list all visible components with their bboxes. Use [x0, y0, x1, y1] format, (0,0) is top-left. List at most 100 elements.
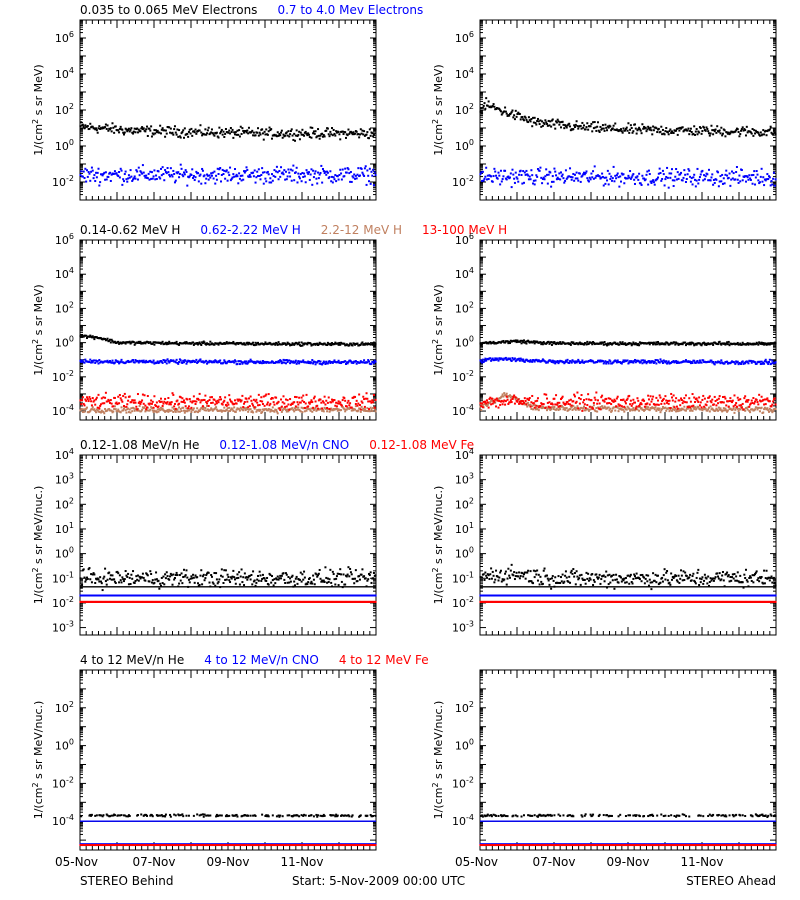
data-point [182, 175, 185, 178]
data-point [599, 341, 602, 344]
data-point [177, 362, 180, 365]
data-point [733, 361, 736, 364]
data-point [171, 406, 174, 409]
data-point [625, 408, 628, 411]
data-point [264, 133, 267, 136]
data-point [140, 410, 143, 413]
data-point [100, 397, 103, 400]
data-point [105, 127, 108, 130]
data-point [336, 175, 339, 178]
data-point [587, 342, 590, 345]
data-point [362, 361, 365, 364]
data-point [634, 127, 637, 130]
data-point [269, 402, 272, 405]
data-point [284, 408, 287, 411]
data-point [85, 396, 88, 399]
data-point [202, 406, 205, 409]
data-point [607, 126, 610, 129]
data-point [231, 342, 234, 345]
data-point [202, 340, 205, 343]
data-point [568, 122, 571, 125]
data-point [758, 360, 761, 363]
data-point [601, 124, 604, 127]
data-point [527, 178, 530, 181]
data-point [610, 175, 613, 178]
data-point [136, 127, 139, 130]
data-point [104, 407, 107, 410]
data-point [278, 407, 281, 410]
data-point [358, 404, 361, 407]
data-point [482, 179, 485, 182]
data-point [740, 169, 743, 172]
data-point [122, 407, 125, 410]
data-point [190, 127, 193, 130]
data-point [661, 407, 664, 410]
data-point [610, 343, 613, 346]
data-point [585, 343, 588, 346]
data-point [552, 361, 555, 364]
data-point [216, 342, 219, 345]
data-point [541, 343, 544, 346]
data-point [757, 343, 760, 346]
data-point [347, 168, 350, 171]
data-point [639, 360, 642, 363]
data-point [576, 405, 579, 408]
data-point [524, 173, 527, 176]
data-point [729, 132, 732, 135]
data-point [277, 134, 280, 137]
data-point [321, 363, 324, 366]
data-point [110, 409, 113, 412]
data-point [747, 362, 750, 365]
data-point [365, 133, 368, 136]
data-point [217, 401, 220, 404]
data-point [108, 408, 111, 411]
data-point [644, 126, 647, 129]
data-point [136, 170, 139, 173]
data-point [572, 404, 575, 407]
data-point [273, 342, 276, 345]
data-point [726, 132, 729, 135]
data-point [670, 132, 673, 135]
data-point [701, 130, 704, 133]
data-point [98, 408, 101, 411]
data-point [606, 129, 609, 132]
data-point [754, 343, 757, 346]
data-point [216, 361, 219, 364]
data-point [522, 339, 525, 342]
data-point [602, 184, 605, 187]
data-point [243, 402, 246, 405]
data-point [518, 173, 521, 176]
data-point [675, 168, 678, 171]
data-point [268, 181, 271, 184]
data-point [192, 400, 195, 403]
data-point [264, 394, 267, 397]
data-point [124, 170, 127, 173]
data-point [496, 177, 499, 180]
data-point [190, 406, 193, 409]
data-point [731, 177, 734, 180]
data-point [590, 122, 593, 125]
data-point [695, 128, 698, 131]
data-point [247, 361, 250, 364]
data-point [502, 358, 505, 361]
data-point [356, 404, 359, 407]
data-point [717, 343, 720, 346]
data-point [658, 361, 661, 364]
data-point [666, 361, 669, 364]
data-point [122, 395, 125, 398]
data-point [754, 183, 757, 186]
data-point [246, 129, 249, 132]
data-point [686, 173, 689, 176]
data-point [234, 175, 237, 178]
data-point [284, 342, 287, 345]
data-point [367, 174, 370, 177]
data-point [159, 177, 162, 180]
data-point [182, 400, 185, 403]
data-point [498, 174, 501, 177]
data-point [144, 404, 147, 407]
data-point [213, 134, 216, 137]
data-point [727, 176, 730, 179]
data-point [482, 104, 485, 107]
data-point [243, 361, 246, 364]
data-point [765, 178, 768, 181]
